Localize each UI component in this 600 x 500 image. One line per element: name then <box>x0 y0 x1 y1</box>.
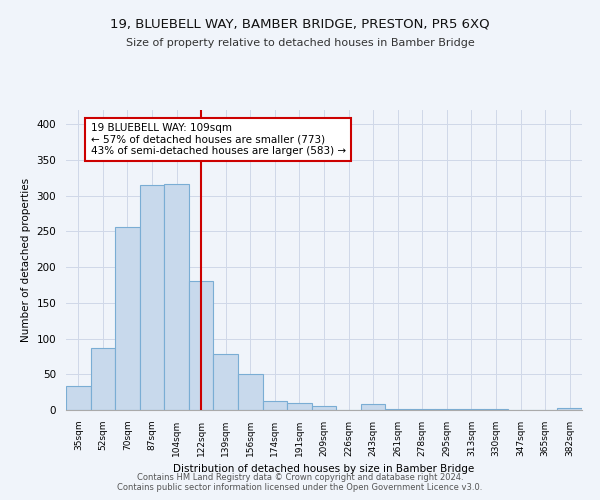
Bar <box>238 374 263 410</box>
Text: Size of property relative to detached houses in Bamber Bridge: Size of property relative to detached ho… <box>125 38 475 48</box>
Bar <box>140 185 164 410</box>
Text: Contains HM Land Registry data © Crown copyright and database right 2024.
Contai: Contains HM Land Registry data © Crown c… <box>118 473 482 492</box>
Text: 19 BLUEBELL WAY: 109sqm
← 57% of detached houses are smaller (773)
43% of semi-d: 19 BLUEBELL WAY: 109sqm ← 57% of detache… <box>91 123 346 156</box>
X-axis label: Distribution of detached houses by size in Bamber Bridge: Distribution of detached houses by size … <box>173 464 475 474</box>
Bar <box>115 227 140 410</box>
Bar <box>434 408 459 410</box>
Bar <box>385 408 410 410</box>
Bar <box>189 282 214 410</box>
Text: 19, BLUEBELL WAY, BAMBER BRIDGE, PRESTON, PR5 6XQ: 19, BLUEBELL WAY, BAMBER BRIDGE, PRESTON… <box>110 18 490 30</box>
Bar <box>312 406 336 410</box>
Bar <box>164 184 189 410</box>
Bar <box>287 403 312 410</box>
Bar <box>557 408 582 410</box>
Bar <box>66 386 91 410</box>
Bar <box>459 408 484 410</box>
Bar <box>263 402 287 410</box>
Y-axis label: Number of detached properties: Number of detached properties <box>21 178 31 342</box>
Bar <box>361 404 385 410</box>
Bar <box>91 348 115 410</box>
Bar <box>410 408 434 410</box>
Bar <box>214 354 238 410</box>
